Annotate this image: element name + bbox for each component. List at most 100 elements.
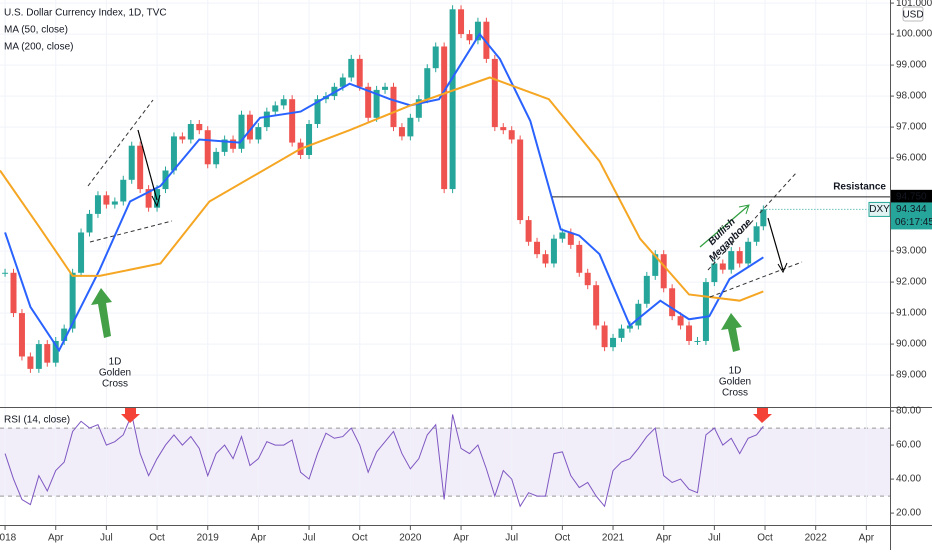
green-arrow — [721, 313, 742, 352]
green-arrow — [91, 288, 112, 338]
candle — [44, 344, 51, 363]
candle — [424, 68, 431, 100]
symbol-label: DXY — [869, 204, 890, 215]
candle — [711, 263, 718, 283]
candle — [652, 254, 659, 276]
candle — [635, 303, 642, 326]
red-arrow — [753, 408, 772, 423]
x-tick-label: 2019 — [197, 533, 220, 544]
x-tick-label: 2020 — [399, 533, 422, 544]
annotation: 1D — [729, 366, 742, 377]
candle — [356, 58, 363, 87]
arrow — [767, 217, 784, 271]
candle — [145, 189, 152, 208]
y-tick-label: 100.000 — [896, 29, 932, 40]
annotation: Cross — [102, 379, 128, 390]
megaphone-line — [87, 99, 154, 187]
x-tick-label: 2022 — [805, 533, 828, 544]
countdown: 06:17:45 — [895, 217, 932, 228]
y-tick-label: 60.00 — [896, 440, 921, 451]
candle — [2, 272, 9, 274]
x-tick-label: Oct — [149, 533, 165, 544]
candle — [18, 313, 25, 357]
arrow-head — [151, 194, 161, 208]
megaphone-line — [709, 261, 803, 298]
drawings — [87, 99, 803, 423]
candle — [339, 77, 346, 87]
candle — [238, 114, 245, 149]
y-tick-label: 96.000 — [896, 153, 927, 164]
x-tick-label: Apr — [859, 533, 875, 544]
y-tick-label: 97.000 — [896, 122, 927, 133]
candle — [760, 209, 767, 227]
candle — [86, 213, 93, 233]
candle — [390, 86, 397, 128]
x-tick-label: Jul — [303, 533, 316, 544]
y-tick-label: 80.00 — [896, 406, 921, 417]
x-tick-label: 2021 — [602, 533, 625, 544]
candle — [272, 105, 279, 112]
candle — [103, 195, 110, 205]
candle — [10, 272, 17, 314]
candle — [458, 9, 465, 35]
moving-average — [4, 32, 764, 353]
x-tick-label: 2018 — [0, 533, 17, 544]
x-tick-label: Apr — [251, 533, 267, 544]
label-layer: U.S. Dollar Currency Index, 1D, TVC MA (… — [4, 6, 924, 426]
candle — [289, 99, 296, 143]
candle — [626, 325, 633, 329]
last-price-badge — [891, 202, 932, 230]
legend-entry: MA (50, close) — [4, 25, 68, 36]
candle — [618, 328, 625, 338]
candle — [128, 145, 135, 180]
red-arrow — [121, 408, 140, 423]
candle — [263, 111, 270, 128]
y-tick-label: 92.000 — [896, 277, 927, 288]
candle — [221, 139, 228, 152]
candle — [52, 340, 59, 363]
candle — [686, 325, 693, 341]
candle — [280, 99, 287, 106]
candle — [373, 89, 380, 118]
candle — [255, 127, 262, 140]
candle — [542, 254, 549, 264]
candle — [559, 232, 566, 239]
candle — [407, 117, 414, 137]
candle — [382, 86, 389, 90]
y-tick-label: 101.000 — [896, 0, 932, 9]
candle — [348, 58, 355, 78]
candle — [415, 99, 422, 118]
x-tick-label: Oct — [555, 533, 571, 544]
last-price-label: 94.344 — [896, 204, 927, 215]
candle — [204, 130, 211, 165]
y-tick-label: 89.000 — [896, 370, 927, 381]
x-tick-label: Oct — [352, 533, 368, 544]
candle — [314, 99, 321, 124]
grid-layer — [0, 0, 890, 525]
candle — [576, 244, 583, 273]
resistance-label: Resistance — [833, 181, 886, 192]
candle — [137, 145, 144, 190]
annotation: Golden — [99, 368, 131, 379]
candle — [441, 46, 448, 190]
candle — [745, 241, 752, 264]
x-tick-label: Jul — [100, 533, 113, 544]
arrow-head — [738, 204, 750, 215]
candle — [179, 136, 186, 140]
candle — [466, 34, 473, 41]
candle — [196, 123, 203, 131]
moving-average — [0, 76, 764, 302]
candle — [694, 340, 701, 342]
annotation: Cross — [722, 388, 748, 399]
candle — [78, 232, 85, 273]
candle — [702, 282, 709, 341]
candle — [677, 316, 684, 326]
annotation: 1D — [109, 357, 122, 368]
y-tick-label: 91.000 — [896, 308, 927, 319]
candle — [601, 325, 608, 348]
arrow — [137, 129, 158, 201]
annotation: Golden — [719, 377, 751, 388]
candle — [398, 127, 405, 137]
candle — [508, 130, 515, 140]
